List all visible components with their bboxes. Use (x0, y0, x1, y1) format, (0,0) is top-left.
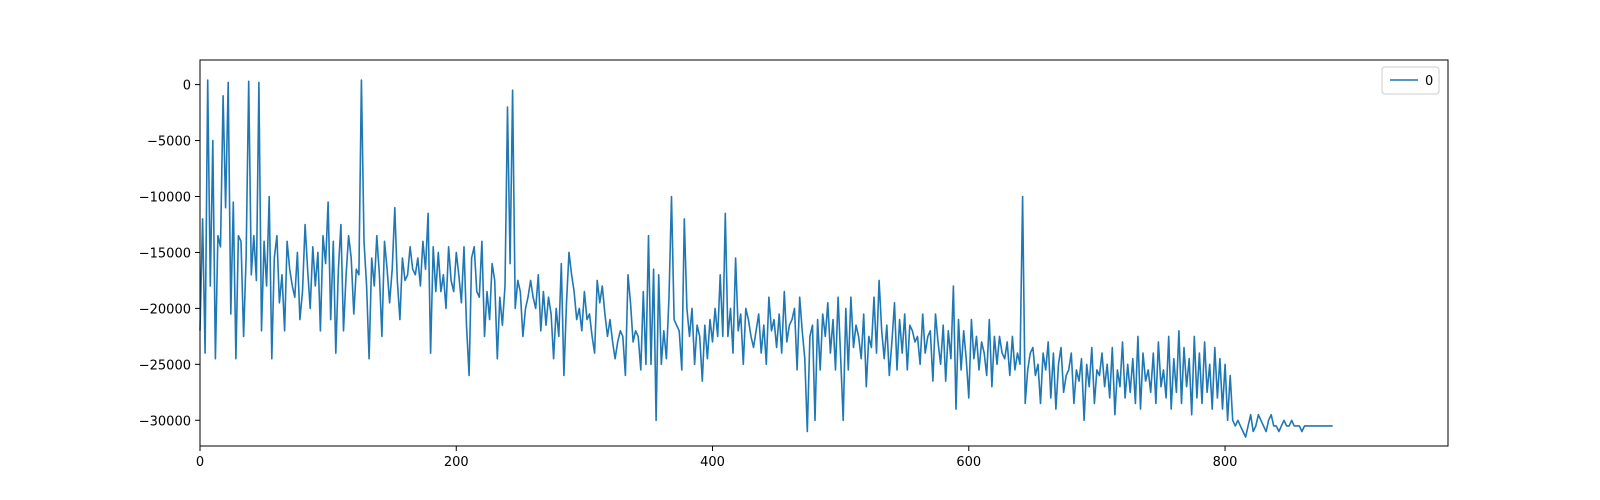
x-tick-label-4: 800 (1213, 455, 1238, 470)
y-tick-label-1: −5000 (147, 135, 191, 150)
y-tick-label-2: −10000 (139, 190, 191, 205)
y-tick-label-4: −20000 (139, 302, 191, 317)
legend: 0 (1381, 66, 1440, 95)
x-axis-ticks: 0 200 400 600 800 (196, 446, 1238, 470)
y-axis-ticks: 0 −5000 −10000 −15000 −20000 −25000 −30000 (139, 79, 200, 429)
y-tick-label-6: −30000 (139, 414, 191, 429)
x-tick-label-0: 0 (196, 455, 204, 470)
x-tick-label-2: 400 (700, 455, 725, 470)
plot-frame (199, 59, 1449, 447)
y-tick-label-3: −15000 (139, 246, 191, 261)
series-line-0 (199, 79, 1333, 438)
legend-label-0: 0 (1425, 74, 1433, 89)
y-tick-label-5: −25000 (139, 358, 191, 373)
x-tick-label-3: 600 (956, 455, 981, 470)
y-tick-label-0: 0 (183, 79, 191, 94)
x-tick-label-1: 200 (444, 455, 469, 470)
